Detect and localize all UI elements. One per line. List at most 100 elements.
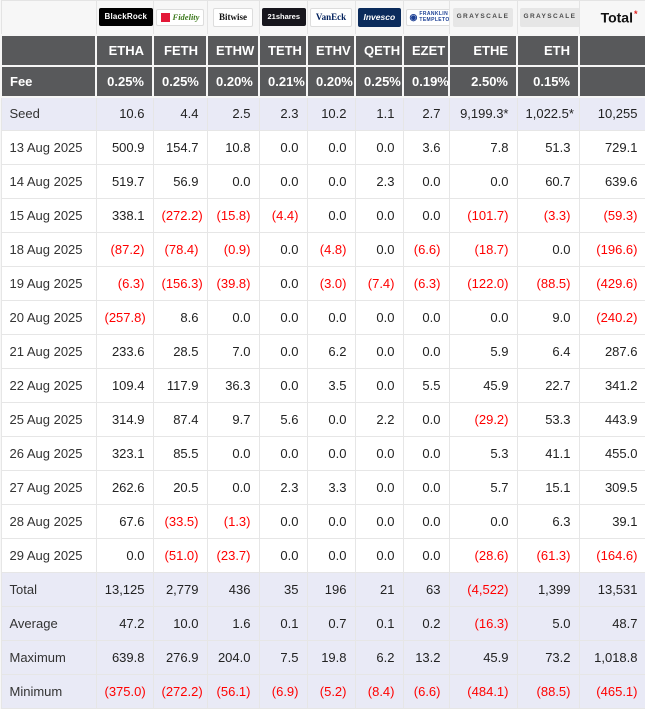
- value-cell-eth: 53.3: [516, 402, 580, 437]
- table-header: BlackRock Fidelity Bitwise 21shares VanEck In…: [0, 0, 645, 98]
- ticker-qeth: QETH: [354, 33, 404, 67]
- value-cell-ethv: 19.8: [306, 640, 356, 675]
- value-cell-qeth: 0.0: [354, 504, 404, 539]
- bitwise-logo: Bitwise: [213, 7, 253, 27]
- value-cell-ethv: 0.7: [306, 606, 356, 641]
- row-label: 27 Aug 2025: [0, 470, 97, 505]
- value-cell-ethv: (3.0): [306, 266, 356, 301]
- row-label: 19 Aug 2025: [0, 266, 97, 301]
- value-cell-teth: 0.0: [258, 130, 308, 165]
- value-cell-ethv: 0.0: [306, 164, 356, 199]
- row-total-cell: 443.9: [578, 402, 645, 437]
- value-cell-feth: 87.4: [152, 402, 208, 437]
- row-label: 28 Aug 2025: [0, 504, 97, 539]
- value-cell-etha: (6.3): [95, 266, 154, 301]
- fee-ethv: 0.20%: [306, 64, 356, 98]
- row-total-cell: 1,018.8: [578, 640, 645, 675]
- value-cell-ezet: 2.7: [402, 96, 450, 131]
- ticker-ethe: ETHE: [448, 33, 518, 67]
- value-cell-teth: 0.1: [258, 606, 308, 641]
- value-cell-ethv: 0.0: [306, 130, 356, 165]
- value-cell-ethw: 0.0: [206, 164, 260, 199]
- value-cell-eth: 0.0: [516, 232, 580, 267]
- value-cell-ezet: 0.0: [402, 334, 450, 369]
- value-cell-feth: (272.2): [152, 674, 208, 709]
- value-cell-qeth: (8.4): [354, 674, 404, 709]
- value-cell-ethv: 196: [306, 572, 356, 607]
- value-cell-teth: 0.0: [258, 300, 308, 335]
- value-cell-ezet: 0.0: [402, 436, 450, 471]
- fee-etha: 0.25%: [95, 64, 154, 98]
- issuer-header-grayscale: GRAYSCALE: [448, 0, 518, 35]
- row-label: 20 Aug 2025: [0, 300, 97, 335]
- value-cell-feth: 56.9: [152, 164, 208, 199]
- row-total-cell: 10,255: [578, 96, 645, 131]
- value-cell-ezet: 5.5: [402, 368, 450, 403]
- value-cell-teth: 35: [258, 572, 308, 607]
- fee-teth: 0.21%: [258, 64, 308, 98]
- value-cell-ethe: (16.3): [448, 606, 518, 641]
- issuer-header-bitwise: Bitwise: [206, 0, 260, 35]
- value-cell-teth: 5.6: [258, 402, 308, 437]
- value-cell-ethe: 5.3: [448, 436, 518, 471]
- value-cell-teth: 0.0: [258, 436, 308, 471]
- value-cell-etha: 10.6: [95, 96, 154, 131]
- ticker-header-row: ETHA FETH ETHW TETH ETHV QETH EZET ETHE ETH: [0, 33, 645, 67]
- value-cell-ethw: (23.7): [206, 538, 260, 573]
- value-cell-qeth: 0.1: [354, 606, 404, 641]
- row-label: 15 Aug 2025: [0, 198, 97, 233]
- value-cell-qeth: 21: [354, 572, 404, 607]
- value-cell-ethw: 1.6: [206, 606, 260, 641]
- value-cell-ezet: (6.3): [402, 266, 450, 301]
- value-cell-teth: 0.0: [258, 232, 308, 267]
- value-cell-ethv: 3.5: [306, 368, 356, 403]
- issuer-logo-row: BlackRock Fidelity Bitwise 21shares VanEck In…: [0, 0, 645, 35]
- value-cell-etha: 338.1: [95, 198, 154, 233]
- value-cell-ethv: 0.0: [306, 198, 356, 233]
- row-label: Average: [0, 606, 97, 641]
- value-cell-eth: 73.2: [516, 640, 580, 675]
- table-row: 19 Aug 2025 (6.3) (156.3) (39.8) 0.0 (3.0) (7.…: [0, 266, 645, 301]
- issuer-header-invesco: Invesco: [354, 0, 404, 35]
- value-cell-ethe: (28.6): [448, 538, 518, 573]
- value-cell-feth: 85.5: [152, 436, 208, 471]
- value-cell-feth: 20.5: [152, 470, 208, 505]
- value-cell-qeth: 0.0: [354, 334, 404, 369]
- value-cell-qeth: 0.0: [354, 368, 404, 403]
- issuer-header-blackrock: BlackRock: [95, 0, 154, 35]
- fidelity-logo: Fidelity: [155, 8, 205, 26]
- row-label: 13 Aug 2025: [0, 130, 97, 165]
- table-row: 25 Aug 2025 314.9 87.4 9.7 5.6 0.0 2.2 0.0 (29.2…: [0, 402, 645, 437]
- row-label: 29 Aug 2025: [0, 538, 97, 573]
- value-cell-qeth: 0.0: [354, 198, 404, 233]
- value-cell-teth: 2.3: [258, 470, 308, 505]
- table-row: Minimum (375.0) (272.2) (56.1) (6.9) (5.2) (8.…: [0, 674, 645, 709]
- ticker-etha: ETHA: [95, 33, 154, 67]
- total-header-label: Total: [600, 9, 633, 26]
- row-label: 25 Aug 2025: [0, 402, 97, 437]
- value-cell-ethw: 0.0: [206, 436, 260, 471]
- value-cell-ethv: (4.8): [306, 232, 356, 267]
- twentyone-shares-logo: 21shares: [261, 8, 306, 26]
- value-cell-ethw: 0.0: [206, 300, 260, 335]
- value-cell-ethw: (15.8): [206, 198, 260, 233]
- value-cell-ethw: 0.0: [206, 470, 260, 505]
- franklin-circle-icon: ◉: [409, 11, 418, 22]
- value-cell-ethv: 0.0: [306, 300, 356, 335]
- value-cell-qeth: 6.2: [354, 640, 404, 675]
- value-cell-ethe: 7.8: [448, 130, 518, 165]
- value-cell-ethe: 45.9: [448, 368, 518, 403]
- value-cell-ethe: (484.1): [448, 674, 518, 709]
- fee-ethw: 0.20%: [206, 64, 260, 98]
- row-total-cell: 639.6: [578, 164, 645, 199]
- value-cell-ezet: 0.0: [402, 164, 450, 199]
- value-cell-ethe: 5.9: [448, 334, 518, 369]
- value-cell-feth: 8.6: [152, 300, 208, 335]
- row-total-cell: 13,531: [578, 572, 645, 607]
- ticker-ezet: EZET: [402, 33, 450, 67]
- value-cell-ethw: (1.3): [206, 504, 260, 539]
- value-cell-ethe: 5.7: [448, 470, 518, 505]
- value-cell-teth: (4.4): [258, 198, 308, 233]
- value-cell-etha: (87.2): [95, 232, 154, 267]
- row-label: 21 Aug 2025: [0, 334, 97, 369]
